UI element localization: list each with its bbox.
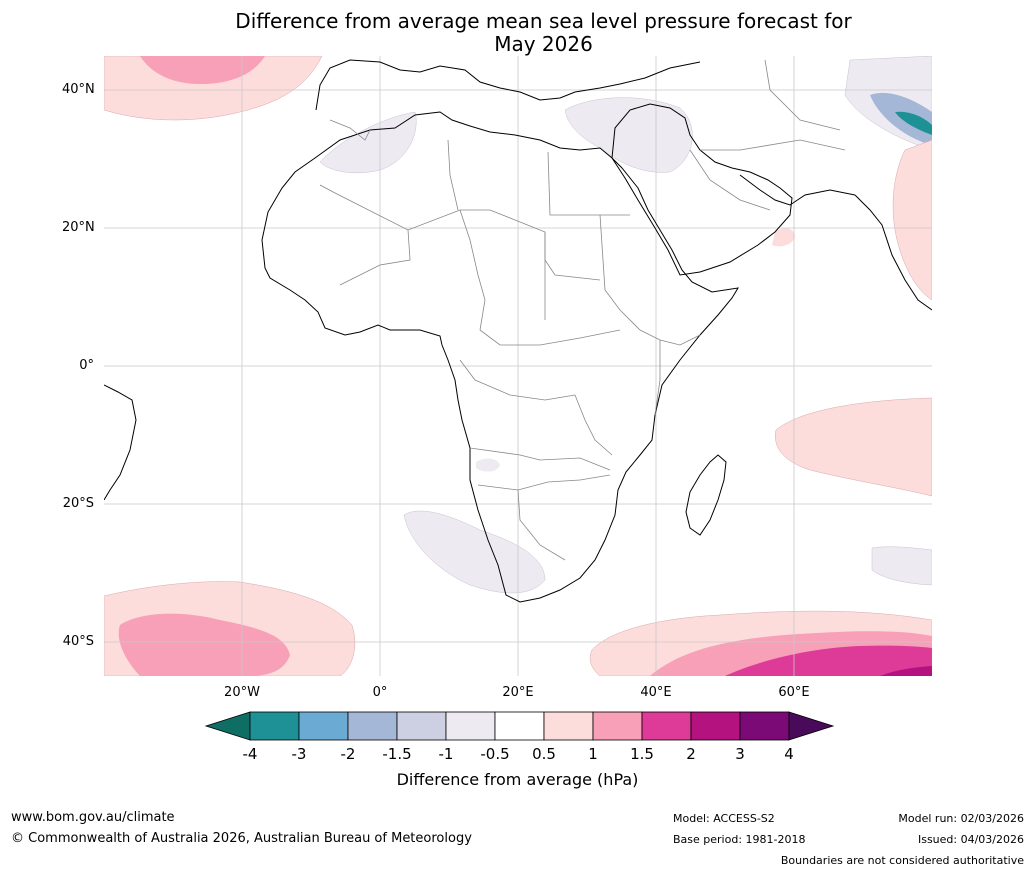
negative-anomaly-sahara xyxy=(319,111,417,174)
colorbar-arrow-low xyxy=(204,711,251,741)
positive-anomaly-arabian-sea xyxy=(772,228,795,247)
colorbar-tick: 4 xyxy=(784,745,794,763)
arabian-gulf-coastline xyxy=(739,174,856,206)
lat-label-40n: 40°N xyxy=(62,82,95,97)
colorbar-tick: -1 xyxy=(438,745,454,763)
title-line-1: Difference from average mean sea level p… xyxy=(235,9,852,33)
arabia-coastline xyxy=(611,103,793,276)
colorbar-tick: 2 xyxy=(686,745,696,763)
colorbar-box xyxy=(445,711,496,741)
lon-label-60e: 60°E xyxy=(778,685,810,700)
madagascar-coastline xyxy=(685,454,727,536)
europe-coastline xyxy=(315,59,701,111)
country-borders xyxy=(319,59,846,561)
coastlines xyxy=(104,59,932,603)
colorbar-box xyxy=(298,711,349,741)
footer-copyright: © Commonwealth of Australia 2026, Austra… xyxy=(11,831,472,846)
lat-label-0: 0° xyxy=(79,358,94,373)
colorbar-box xyxy=(396,711,447,741)
lon-label-40e: 40°E xyxy=(640,685,672,700)
colorbar-box xyxy=(249,711,300,741)
colorbar-box xyxy=(641,711,692,741)
strong-positive-anomaly-sw xyxy=(118,613,291,676)
lat-label-20s: 20°S xyxy=(62,496,94,511)
colorbar-tick: 1 xyxy=(588,745,598,763)
graticule xyxy=(104,56,932,676)
colorbar-tick: -4 xyxy=(242,745,258,763)
negative-anomaly-south-ocean xyxy=(871,546,932,586)
positive-anomaly-india xyxy=(892,139,932,301)
footer-model-run: Model run: 02/03/2026 xyxy=(898,812,1024,825)
lon-label-0: 0° xyxy=(372,685,388,700)
colorbar-tick: 1.5 xyxy=(630,745,654,763)
lat-label-20n: 20°N xyxy=(62,220,95,235)
lon-label-20w: 20°W xyxy=(224,685,260,700)
negative-anomaly-central-africa xyxy=(476,458,500,472)
colorbar-box xyxy=(347,711,398,741)
colorbar-box xyxy=(690,711,741,741)
positive-anomaly-indian-ocean xyxy=(775,397,932,497)
colorbar-tick: -0.5 xyxy=(480,745,510,763)
colorbar-tick: 0.5 xyxy=(532,745,556,763)
footer-issued: Issued: 04/03/2026 xyxy=(917,833,1024,846)
footer-model: Model: ACCESS-S2 xyxy=(673,812,775,825)
footer-base-period: Base period: 1981-2018 xyxy=(673,833,806,846)
anomaly-fill-layer xyxy=(104,56,932,676)
map-title: Difference from average mean sea level p… xyxy=(0,10,1035,56)
strong-negative-himalaya xyxy=(895,111,932,135)
strong-positive-anomaly-nw xyxy=(140,56,265,84)
colorbar-tick: -1.5 xyxy=(382,745,412,763)
colorbar-box xyxy=(543,711,594,741)
negative-anomaly-himalaya xyxy=(870,92,932,145)
title-line-2: May 2026 xyxy=(494,32,593,56)
colorbar-tick: -2 xyxy=(340,745,356,763)
colorbar-box xyxy=(592,711,643,741)
south-america-coastline xyxy=(104,384,137,501)
india-coastline xyxy=(854,194,932,311)
colorbar-label: Difference from average (hPa) xyxy=(396,770,639,789)
colorbar-tick: -3 xyxy=(291,745,307,763)
negative-anomaly-namibia xyxy=(403,510,546,594)
lon-label-20e: 20°E xyxy=(502,685,534,700)
lat-label-40s: 40°S xyxy=(62,634,94,649)
very-strong-positive-anomaly-se xyxy=(725,645,932,676)
colorbar-box xyxy=(494,711,545,741)
footer-disclaimer: Boundaries are not considered authoritat… xyxy=(780,854,1024,867)
colorbar xyxy=(204,711,835,741)
colorbar-box xyxy=(739,711,790,741)
colorbar-tick: 3 xyxy=(735,745,745,763)
africa-coastline xyxy=(261,111,739,603)
footer-website[interactable]: www.bom.gov.au/climate xyxy=(11,810,175,825)
negative-anomaly-mideast xyxy=(564,97,693,173)
colorbar-arrow-high xyxy=(788,711,835,741)
extreme-positive-anomaly-se xyxy=(880,666,932,676)
